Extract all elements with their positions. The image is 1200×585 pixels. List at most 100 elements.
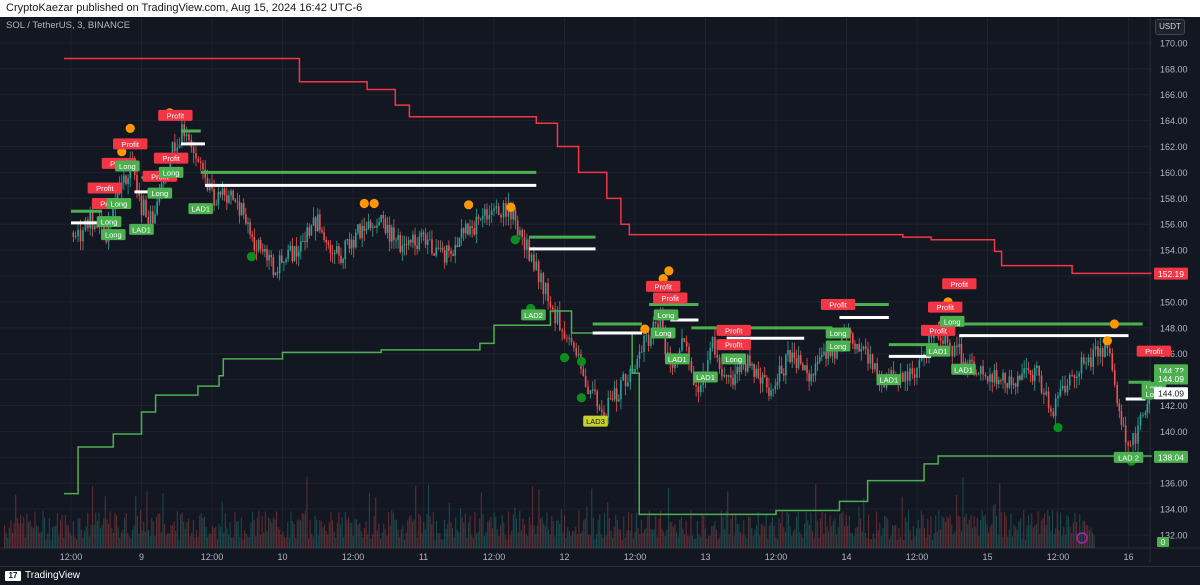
volume-bar — [300, 520, 302, 548]
candle-body — [359, 224, 361, 239]
volume-bar — [456, 529, 458, 548]
candle-body — [188, 134, 190, 141]
volume-bar — [213, 528, 215, 548]
candle-body — [763, 374, 766, 378]
volume-bar — [52, 526, 54, 548]
x-tick-label: 12:00 — [1047, 552, 1070, 562]
volume-bar — [695, 538, 697, 548]
candle-body — [475, 216, 478, 235]
x-tick-label: 12:00 — [201, 552, 224, 562]
volume-bar — [671, 522, 673, 548]
y-tick-label: 164.00 — [1160, 116, 1188, 126]
volume-bar — [786, 511, 788, 548]
volume-bar — [151, 517, 153, 548]
currency-button[interactable]: USDT — [1155, 19, 1185, 35]
candle-body — [674, 363, 676, 368]
volume-bar — [970, 515, 972, 548]
candle-body — [1047, 391, 1050, 409]
volume-bar — [740, 531, 742, 548]
candle-body — [382, 214, 385, 219]
candle-body — [1029, 370, 1032, 375]
candle-body — [276, 272, 279, 274]
candle-body — [458, 237, 461, 248]
volume-bar — [732, 513, 734, 548]
volume-bar — [957, 515, 959, 548]
candle-body — [405, 244, 408, 246]
tradingview-logo[interactable]: 17 TradingView — [5, 570, 80, 581]
y-tick-label: 166.00 — [1160, 90, 1188, 100]
volume-bar — [807, 520, 809, 548]
price-tag-text: 144.09 — [1158, 389, 1184, 399]
candle-body — [127, 178, 129, 184]
orange-signal-dot — [1102, 336, 1112, 346]
volume-bar — [712, 525, 714, 548]
signal-label-box — [825, 340, 851, 352]
volume-bar — [453, 536, 455, 548]
volume-bar — [10, 520, 12, 548]
volume-bar — [602, 538, 604, 548]
volume-bar — [1040, 520, 1042, 548]
candle-body — [526, 239, 528, 250]
signal-label-text: Profit — [162, 154, 180, 163]
volume-bar — [232, 537, 234, 548]
candle-body — [799, 355, 802, 364]
volume-bar — [394, 519, 396, 548]
candle-body — [1090, 357, 1092, 367]
x-tick-label: 12:00 — [342, 552, 365, 562]
orange-signal-dot — [1109, 319, 1119, 329]
volume-bar — [517, 532, 519, 548]
volume-bar — [778, 518, 780, 548]
y-tick-label: 136.00 — [1160, 479, 1188, 489]
volume-bar — [896, 539, 898, 548]
volume-bar — [397, 529, 399, 548]
volume-bar — [98, 512, 100, 548]
signal-label-text: Long — [101, 218, 118, 227]
candle-body — [993, 370, 996, 383]
volume-bar — [578, 510, 580, 548]
volume-bar — [906, 521, 908, 548]
volume-bar — [853, 536, 855, 548]
volume-bar — [92, 486, 94, 548]
volume-bar — [770, 522, 772, 548]
candle-body — [757, 368, 760, 378]
candle-body — [1139, 415, 1142, 426]
replay-icon[interactable] — [1076, 532, 1088, 544]
volume-bar — [15, 494, 17, 548]
volume-bar — [826, 526, 828, 548]
candle-body — [1146, 403, 1149, 413]
price-tag-box — [1154, 372, 1188, 385]
volume-bar — [60, 520, 62, 548]
orange-signal-dot — [464, 200, 474, 210]
candle-body — [378, 221, 380, 226]
candle-body — [659, 316, 662, 331]
volume-bar — [1058, 530, 1060, 548]
volume-bar — [338, 512, 340, 548]
signal-label-box — [939, 315, 965, 327]
candle-body — [479, 218, 482, 220]
candle-body — [685, 341, 688, 347]
candle-body — [645, 335, 648, 337]
candle-body — [219, 191, 222, 195]
volume-bar — [82, 537, 84, 548]
signal-label-box — [96, 216, 122, 228]
candle-body — [357, 224, 359, 233]
volume-bar — [1010, 513, 1012, 548]
volume-bar — [565, 538, 567, 548]
price-tag-box — [1154, 450, 1188, 463]
signal-label-box — [653, 292, 688, 304]
candle-body — [806, 365, 808, 374]
volume-bar — [576, 534, 578, 548]
candle-body — [295, 246, 298, 257]
volume-bar — [903, 539, 905, 548]
volume-bar — [744, 535, 746, 548]
volume-bar — [858, 506, 860, 548]
volume-bar — [264, 511, 266, 548]
volume-bar — [181, 512, 183, 548]
volume-bar — [685, 520, 687, 548]
volume-bar — [1042, 517, 1044, 548]
volume-bar — [501, 515, 503, 548]
candle-body — [816, 361, 819, 364]
volume-bar — [714, 521, 716, 548]
volume-bar — [216, 539, 218, 548]
